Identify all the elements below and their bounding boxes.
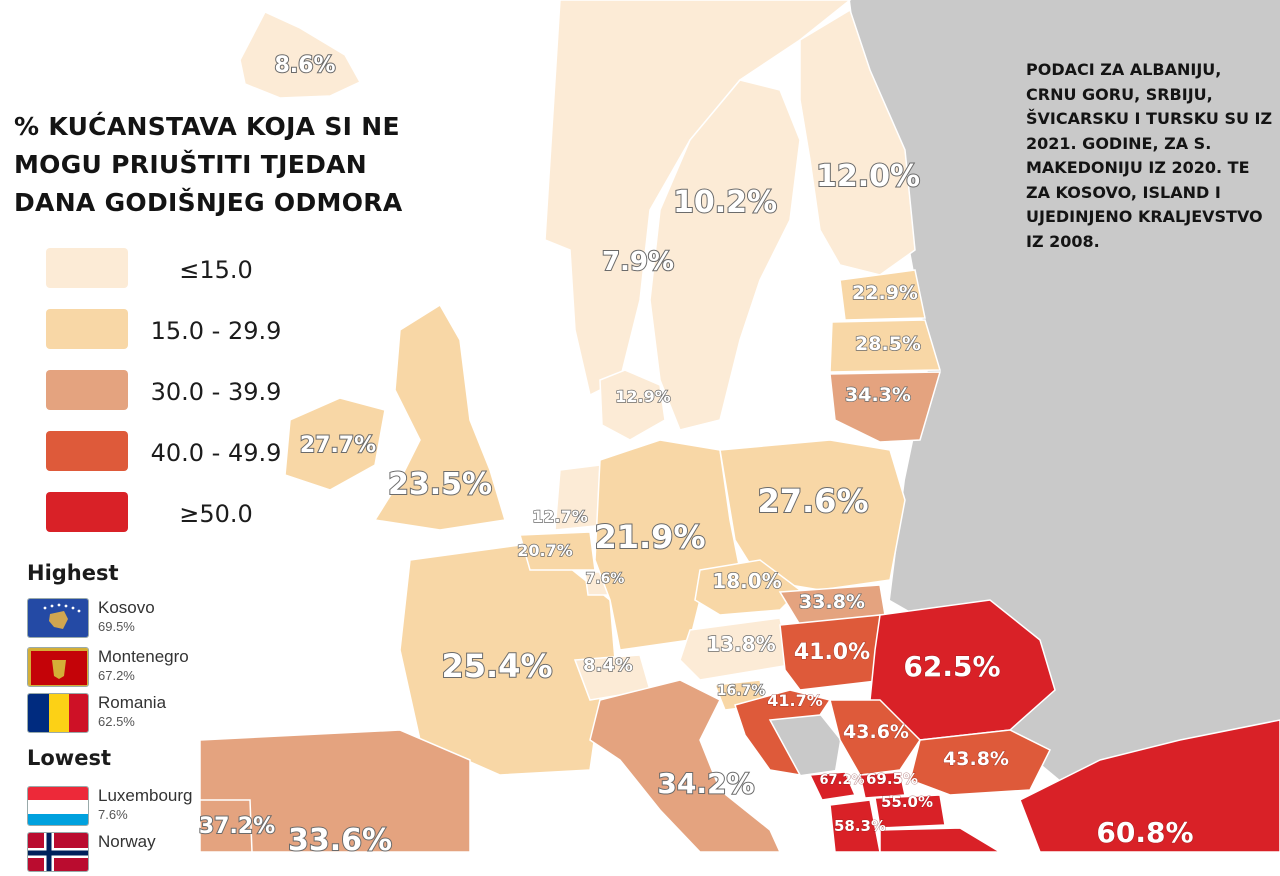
lowest-heading: Lowest	[27, 746, 111, 770]
country-value-label: 58.3%	[834, 817, 886, 835]
latvia-land	[829, 319, 942, 373]
legend-swatch	[46, 492, 128, 532]
rank-name: Kosovo	[98, 598, 155, 617]
country-value-label: 12.7%	[532, 507, 588, 526]
map-title: % KUĆANSTAVA KOJA SI NE MOGU PRIUŠTITI T…	[14, 112, 403, 217]
legend-item: 40.0 - 49.9	[46, 431, 306, 473]
country-value-label: 8.6%	[274, 53, 335, 78]
country-value-label: 60.8%	[1096, 816, 1193, 849]
hungary-land	[779, 614, 886, 691]
rank-item-montenegro: Montenegro 67.2%	[27, 647, 257, 691]
rank-value: 62.5%	[98, 714, 135, 729]
italy-land	[589, 679, 781, 852]
denmark-land	[599, 369, 666, 441]
lithuania-land	[829, 371, 942, 443]
country-value-label: 20.7%	[517, 541, 573, 560]
norway-flag-icon	[27, 832, 89, 872]
legend-swatch	[46, 431, 128, 471]
legend-swatch	[46, 309, 128, 349]
luxembourg-flag-icon	[27, 786, 89, 826]
turkey-land	[1019, 719, 1280, 852]
rank-name: Norway	[98, 832, 156, 851]
country-value-label: 27.7%	[300, 433, 376, 458]
belgium-land	[519, 531, 596, 571]
country-value-label: 43.8%	[943, 748, 1009, 770]
country-value-label: 18.0%	[712, 569, 781, 593]
bulgaria-land	[909, 729, 1052, 796]
country-value-label: 7.9%	[602, 247, 674, 277]
country-value-label: 7.6%	[586, 571, 625, 587]
legend-item: 30.0 - 39.9	[46, 370, 306, 412]
romania-flag-icon	[27, 693, 89, 733]
kosovo-flag-icon	[27, 598, 89, 638]
country-value-label: 8.4%	[583, 655, 633, 676]
rank-value: 7.6%	[98, 807, 128, 822]
country-value-label: 33.6%	[288, 823, 392, 852]
uk-land	[373, 303, 506, 531]
rank-item-kosovo: Kosovo 69.5%	[27, 598, 257, 642]
country-value-label: 27.6%	[757, 482, 868, 520]
country-value-label: 16.7%	[717, 683, 766, 699]
country-value-labels: 8.6% 10.2% 12.0% 7.9% 22.9% 28.5% 34.3% 12.9% 27…	[198, 52, 1194, 852]
montenegro-land	[808, 771, 857, 801]
country-value-label: 25.4%	[441, 647, 552, 685]
croatia-land	[734, 689, 832, 776]
north-macedonia-land	[874, 794, 946, 829]
country-value-label: 22.9%	[852, 282, 918, 304]
rank-value: 69.5%	[98, 619, 135, 634]
country-value-label: 41.0%	[794, 640, 870, 665]
kosovo-land	[859, 771, 906, 799]
albania-land	[829, 799, 881, 852]
country-value-label: 43.6%	[843, 721, 909, 743]
legend-swatch	[46, 370, 128, 410]
legend-label: ≤15.0	[179, 256, 253, 284]
rank-item-luxembourg: Luxembourg 7.6%	[27, 786, 257, 830]
country-value-label: 69.5%	[866, 770, 918, 788]
country-value-label: 67.2%	[819, 773, 864, 788]
legend-item: ≤15.0	[46, 248, 306, 290]
iceland-land	[239, 11, 362, 99]
legend-label: 40.0 - 49.9	[150, 439, 282, 467]
country-value-label: 10.2%	[673, 185, 777, 220]
country-value-label: 34.3%	[845, 384, 911, 406]
sweden-land	[649, 79, 801, 431]
austria-land	[679, 617, 791, 681]
rank-name: Romania	[98, 693, 167, 712]
country-value-label: 62.5%	[903, 650, 1000, 683]
rank-name: Montenegro	[98, 647, 189, 666]
country-value-label: 12.9%	[615, 387, 671, 406]
poland-land	[719, 439, 906, 591]
country-value-label: 13.8%	[706, 632, 775, 656]
legend-label: 15.0 - 29.9	[150, 317, 282, 345]
czechia-land	[694, 559, 802, 616]
greece-land	[879, 827, 1002, 852]
country-value-label: 33.8%	[799, 591, 865, 613]
legend-item: ≥50.0	[46, 492, 306, 534]
ireland-land	[284, 397, 386, 491]
country-value-label: 55.0%	[881, 793, 933, 811]
rank-item-romania: Romania 62.5%	[27, 693, 257, 737]
europe-map: 8.6% 10.2% 12.0% 7.9% 22.9% 28.5% 34.3% 12.9% 27…	[198, 0, 1280, 852]
estonia-land	[839, 269, 926, 321]
portugal-land	[199, 799, 253, 852]
non-eu-east-land	[850, 0, 1280, 852]
country-value-label: 21.9%	[594, 518, 705, 556]
country-value-label: 28.5%	[855, 333, 921, 355]
rank-name: Luxembourg	[98, 786, 193, 805]
serbia-land	[829, 699, 921, 776]
data-source-note: PODACI ZA ALBANIJU, CRNU GORU, SRBIJU, Š…	[1026, 60, 1273, 251]
montenegro-flag-icon	[27, 647, 89, 687]
legend-swatch	[46, 248, 128, 288]
rank-value: 67.2%	[98, 668, 135, 683]
legend-label: ≥50.0	[179, 500, 253, 528]
country-value-label: 23.5%	[388, 467, 492, 502]
country-value-label: 34.2%	[657, 767, 754, 800]
rank-item-norway: Norway	[27, 832, 257, 876]
highest-heading: Highest	[27, 561, 119, 585]
country-value-label: 37.2%	[199, 814, 275, 839]
country-value-label: 12.0%	[816, 159, 920, 194]
legend-item: 15.0 - 29.9	[46, 309, 306, 351]
legend-label: 30.0 - 39.9	[150, 378, 282, 406]
country-value-label: 41.7%	[767, 691, 823, 710]
